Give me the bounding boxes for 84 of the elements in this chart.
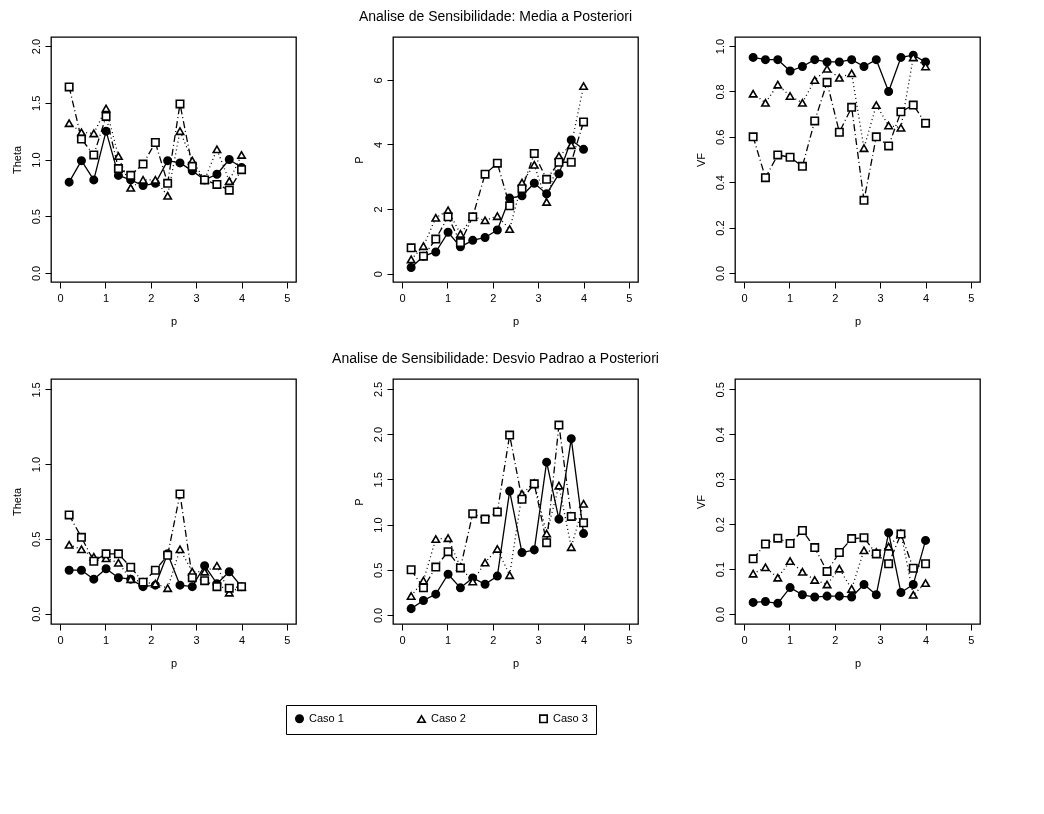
x-tick-label: 3 [535,291,542,304]
x-tick-label: 2 [490,291,497,304]
x-tick-label: 3 [193,291,200,304]
y-tick-label: 1.0 [29,457,42,473]
x-tick-label: 1 [786,633,794,646]
x-tick-label: 0 [741,291,748,304]
x-tick-label: 4 [922,291,930,304]
y-tick-label: 1.0 [713,38,726,55]
x-tick-label: 4 [580,633,588,646]
x-tick-label: 5 [626,633,633,646]
x-tick-label: 2 [832,291,839,304]
y-tick-label: 4 [371,141,384,149]
y-axis-title: Theta [10,487,23,517]
y-tick-label: 0.6 [713,129,726,145]
y-tick-label: 0.2 [713,517,726,533]
y-tick-label: 6 [371,77,384,84]
x-axis-title: p [512,314,520,327]
y-tick-label: 0.0 [371,607,384,624]
y-tick-label: 2.0 [371,427,384,443]
legend-label: Caso 2 [431,712,466,725]
y-tick-label: 0.2 [713,220,726,236]
x-tick-label: 1 [786,291,794,304]
y-tick-label: 0.5 [29,531,42,547]
y-tick-label: 0.5 [713,382,726,398]
x-tick-label: 0 [741,633,748,646]
x-axis-title: p [170,314,178,327]
x-tick-label: 2 [148,633,155,646]
y-tick-label: 0.4 [713,427,726,443]
y-tick-label: 1.5 [371,472,384,488]
x-tick-label: 3 [877,291,884,304]
x-axis-title: p [854,656,862,669]
x-tick-label: 5 [284,633,291,646]
x-tick-label: 4 [580,291,588,304]
x-tick-label: 5 [968,291,975,304]
y-tick-label: 0.5 [29,209,42,225]
y-tick-label: 1.5 [29,95,42,111]
x-tick-label: 0 [57,291,64,304]
x-tick-label: 4 [238,291,246,304]
legend-label: Caso 3 [553,711,588,724]
x-axis-title: p [854,314,862,327]
x-tick-label: 0 [399,633,406,646]
y-axis-title: VF [694,152,707,168]
x-tick-label: 3 [193,633,200,646]
x-tick-label: 3 [535,633,542,646]
y-tick-label: 1.0 [29,152,42,168]
x-tick-label: 4 [922,633,930,646]
y-axis-title: Theta [10,145,23,175]
y-axis-title: P [352,498,365,506]
x-tick-label: 5 [626,291,633,304]
x-tick-label: 2 [490,633,497,646]
y-tick-label: 0.0 [29,606,42,622]
y-tick-label: 0.5 [371,562,384,578]
x-tick-label: 1 [102,291,110,304]
x-tick-label: 1 [444,633,452,646]
x-tick-label: 1 [444,291,452,304]
y-tick-label: 2.5 [371,381,384,398]
x-tick-label: 0 [399,291,406,304]
y-axis-title: P [352,156,365,164]
y-tick-label: 0.0 [29,265,42,282]
y-tick-label: 0.3 [713,472,726,488]
y-tick-label: 0.8 [713,84,726,100]
y-tick-label: 1.0 [371,517,384,533]
x-tick-label: 2 [832,633,839,646]
x-tick-label: 5 [284,291,291,304]
x-tick-label: 5 [968,633,975,646]
y-tick-label: 0.1 [713,562,726,578]
y-axis-title: VF [694,494,707,510]
x-tick-label: 1 [102,633,110,646]
y-tick-label: 0.0 [713,265,726,282]
chart-title: Analise de Sensibilidade: Desvio Padrao a Posteriori [332,350,659,367]
y-tick-label: 0.0 [713,606,726,623]
x-tick-label: 2 [148,291,155,304]
y-tick-label: 0 [371,271,384,278]
y-tick-label: 2.0 [29,38,42,55]
y-tick-label: 0.4 [713,175,726,191]
x-axis-title: p [170,656,178,669]
y-tick-label: 2 [371,206,384,213]
legend-label: Caso 1 [309,711,344,724]
x-tick-label: 3 [877,633,884,646]
chart-title: Analise de Sensibilidade: Media a Posteriori [358,8,633,25]
x-tick-label: 4 [238,633,246,646]
x-axis-title: p [512,656,520,669]
y-tick-label: 1.5 [29,382,42,398]
x-tick-label: 0 [57,633,64,646]
